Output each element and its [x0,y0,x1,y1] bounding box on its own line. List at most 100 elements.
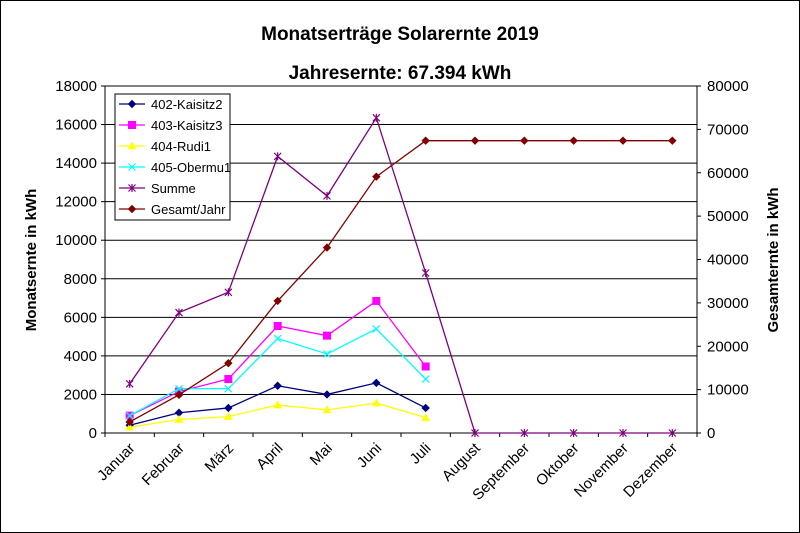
data-point [668,429,677,437]
y2-tick-label: 80000 [707,78,749,95]
series-gesamt-jahr [125,136,677,427]
x-tick-label: August [439,439,485,485]
marker-shape [273,381,282,390]
marker-shape [128,121,136,129]
marker-shape [273,400,283,409]
data-point [224,384,233,393]
y2-axis-label: Gesamternte in kWh [765,187,782,332]
y-tick-label: 0 [89,425,97,442]
marker-shape [273,296,282,306]
legend-item: 403-Kaisitz3 [119,118,223,133]
marker-shape [224,384,233,393]
legend-swatch-marker [127,99,137,109]
marker-shape [224,403,233,413]
data-point [520,136,529,145]
marker-shape [520,429,529,437]
x-tick-label: Januar [94,440,138,484]
data-point [470,136,480,145]
legend-item: Gesamt/Jahr [119,202,226,217]
marker-shape [619,429,627,437]
y-tick-label: 14000 [55,155,97,172]
data-point [668,136,677,145]
marker-shape [224,358,233,368]
data-point [224,375,233,384]
y-tick-label: 12000 [55,194,97,211]
x-tick-label: Februar [139,440,188,489]
legend-label: Summe [151,181,196,196]
marker-shape [273,334,282,343]
marker-shape [323,350,331,358]
legend-label: 404-Rudi1 [151,139,211,154]
marker-shape [273,152,282,161]
marker-shape [520,136,529,145]
y2-tick-label: 30000 [707,295,749,312]
y2-tick-label: 20000 [707,338,749,355]
marker-shape [175,384,183,393]
marker-shape [323,191,331,200]
marker-shape [273,322,282,331]
data-point [273,322,282,331]
y2-tick-label: 60000 [707,165,749,182]
data-point [273,296,282,306]
data-point [372,324,381,333]
y2-tick-label: 50000 [707,208,749,225]
chart-title: Monatserträge Solarernte 2019 [261,24,539,45]
data-point [174,390,184,400]
data-point [224,288,233,297]
marker-shape [372,113,381,122]
data-point [322,390,332,399]
x-tick-label: Dezember [620,440,681,501]
x-tick-label: Juni [354,440,385,471]
y-tick-label: 4000 [64,348,97,365]
legend-swatch-marker [127,141,137,150]
marker-shape [125,379,134,388]
marker-shape [421,362,430,371]
data-point [322,405,332,414]
data-point [372,296,381,305]
y2-tick-label: 0 [707,425,715,442]
marker-shape [668,136,677,145]
data-point [125,417,134,427]
data-point [273,152,282,161]
marker-shape [125,411,134,420]
marker-shape [421,413,431,421]
data-point [520,429,529,437]
marker-shape [618,136,628,145]
data-point [125,379,134,388]
marker-shape [421,136,430,145]
marker-shape [127,141,137,150]
data-point [421,362,430,371]
marker-shape [322,405,332,414]
data-point [471,429,479,437]
marker-shape [128,163,136,171]
y-tick-label: 8000 [64,271,97,288]
legend-swatch-marker [128,121,136,129]
y-tick-label: 10000 [55,232,97,249]
data-point [421,268,430,277]
data-point [569,429,578,437]
y2-tick-label: 70000 [707,121,749,138]
y2-tick-label: 40000 [707,252,749,269]
chart-subtitle: Jahresernte: 67.394 kWh [289,63,512,84]
marker-shape [569,429,578,437]
legend-item: Summe [119,181,196,196]
marker-shape [421,403,430,413]
marker-shape [322,243,332,252]
marker-shape [372,378,381,388]
marker-shape [372,296,381,305]
series-line [129,116,673,434]
data-point [372,378,381,388]
marker-shape [125,417,134,427]
marker-shape [372,172,381,181]
data-point [223,412,233,420]
marker-shape [371,398,381,407]
marker-shape [322,390,332,399]
y2-tick-label: 10000 [707,382,749,399]
series-line [129,140,673,423]
data-point [421,403,430,413]
marker-shape [668,429,677,437]
legend-swatch-marker [127,204,137,214]
marker-shape [224,288,233,297]
x-tick-label: Mai [307,440,336,469]
